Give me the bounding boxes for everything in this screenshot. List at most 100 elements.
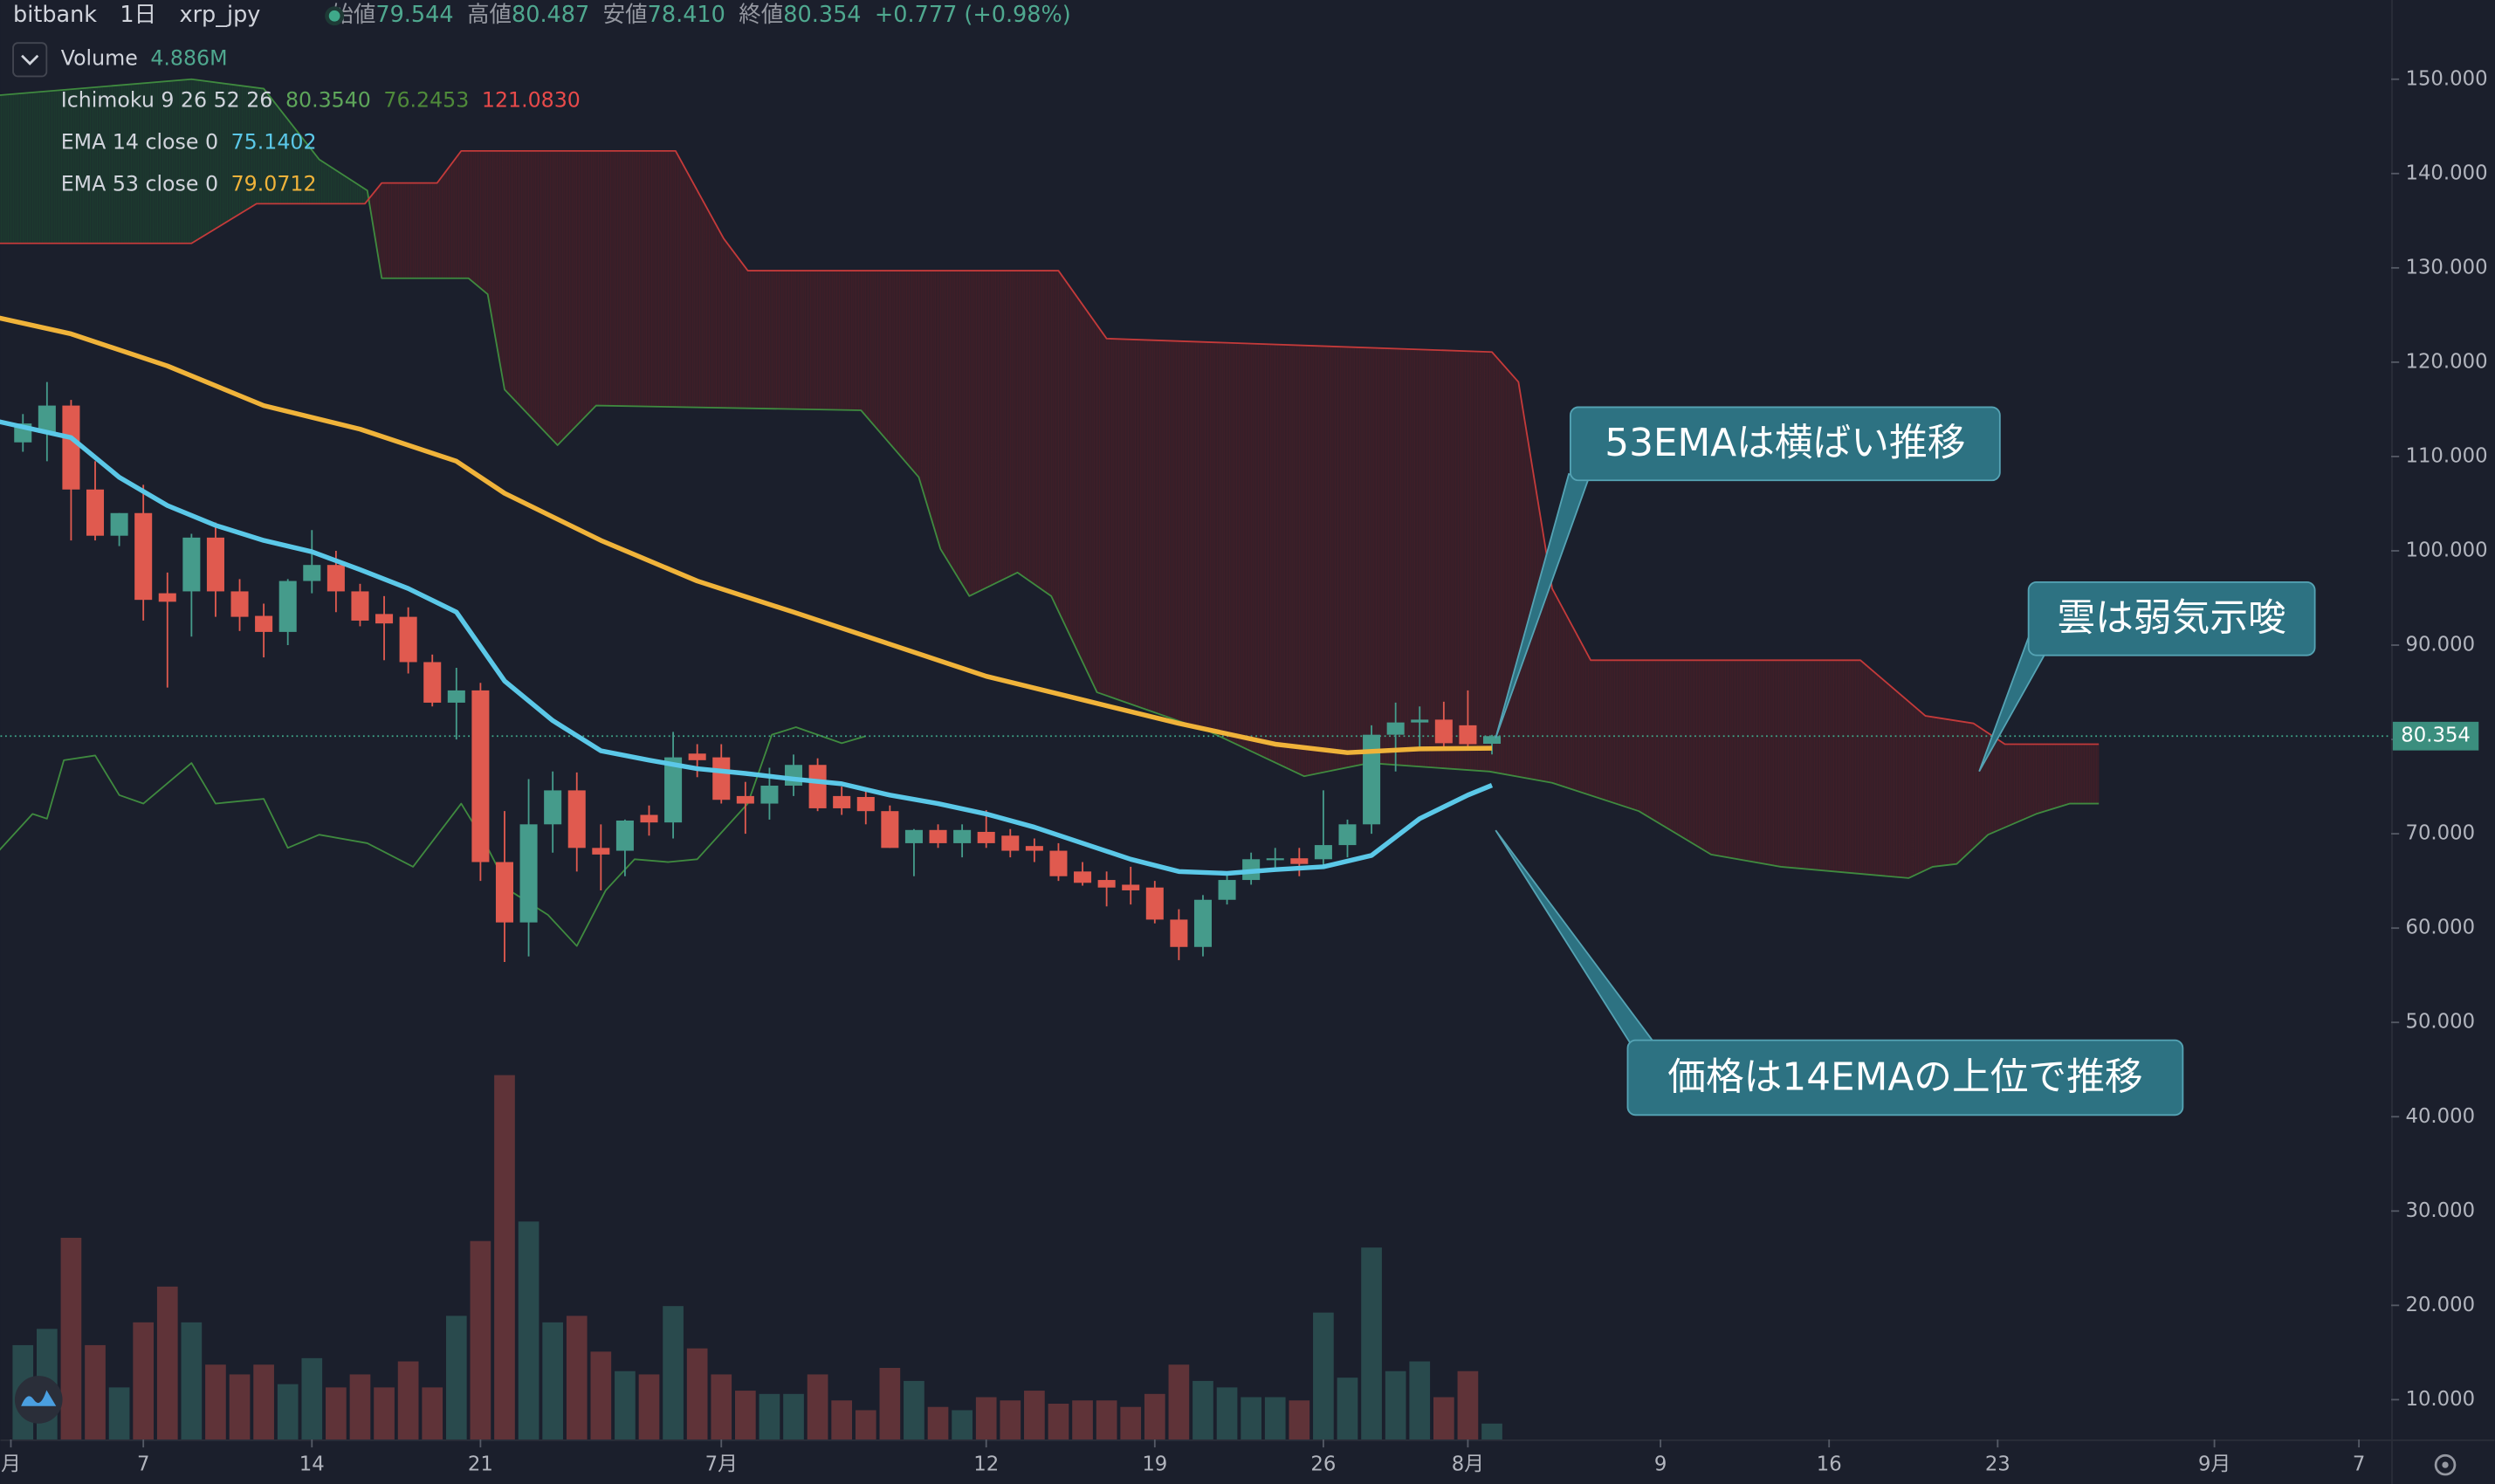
volume-bar xyxy=(1241,1397,1261,1439)
volume-bar xyxy=(1409,1361,1431,1439)
y-tick-label: 10.000 xyxy=(2405,1388,2475,1411)
candle-body xyxy=(1170,919,1188,947)
volume-bar xyxy=(1289,1400,1310,1439)
candle-body xyxy=(929,829,947,843)
candle-body xyxy=(206,537,224,592)
candle-body xyxy=(736,795,754,804)
volume-bar xyxy=(1048,1403,1069,1439)
volume-bar xyxy=(1120,1406,1142,1439)
x-tick-label: 7月 xyxy=(705,1453,738,1476)
volume-bar xyxy=(1337,1378,1358,1439)
legend-value: 4.886M xyxy=(150,45,227,70)
volume-bar xyxy=(1457,1371,1479,1439)
candle-body xyxy=(519,824,538,923)
volume-bar xyxy=(734,1391,756,1439)
legend-row: Ichimoku 9 26 52 26 80.3540 76.2453 121.083… xyxy=(61,87,581,112)
volume-bar xyxy=(1193,1380,1213,1439)
volume-bar xyxy=(85,1344,106,1439)
y-tick-label: 40.000 xyxy=(2405,1105,2475,1128)
candle-body xyxy=(110,512,128,536)
volume-bar xyxy=(422,1387,443,1439)
x-tick-label: 14 xyxy=(299,1453,325,1476)
candle-body xyxy=(592,848,610,855)
x-tick-label: 23 xyxy=(1985,1453,2010,1476)
candle-body xyxy=(904,829,923,843)
volume-bar xyxy=(277,1384,299,1439)
candle-body xyxy=(495,862,513,923)
volume-bar xyxy=(349,1374,371,1439)
volume-bar xyxy=(156,1286,178,1439)
close-label: 終値 xyxy=(739,2,783,28)
volume-bar xyxy=(542,1322,563,1439)
candle-body xyxy=(1193,899,1212,947)
candle-body xyxy=(182,537,201,592)
candle-body xyxy=(1411,719,1429,723)
y-tick-label: 60.000 xyxy=(2405,917,2475,939)
interval: 1日 xyxy=(120,2,156,28)
legend-value: 121.0830 xyxy=(482,87,581,112)
settings-icon-center xyxy=(2442,1461,2449,1468)
candle-body xyxy=(664,757,683,823)
y-tick-label: 100.000 xyxy=(2405,539,2487,561)
volume-bar xyxy=(1433,1397,1454,1439)
candle-body xyxy=(375,614,394,624)
candle-body xyxy=(351,591,369,621)
y-tick-label: 120.000 xyxy=(2405,350,2487,373)
candle-body xyxy=(567,790,586,848)
settings-icon[interactable] xyxy=(2434,1453,2457,1476)
collapse-button[interactable] xyxy=(12,42,48,78)
y-tick-label: 130.000 xyxy=(2405,256,2487,278)
candle-body xyxy=(1001,835,1020,851)
volume-bar xyxy=(783,1393,804,1439)
candle-body xyxy=(1459,725,1477,745)
candle-body xyxy=(881,811,899,848)
logo-icon xyxy=(21,1390,57,1406)
candle-body xyxy=(1122,884,1140,890)
candle-body xyxy=(953,829,972,843)
candle-body xyxy=(471,690,490,862)
candle-body xyxy=(1482,736,1502,744)
volume-bar xyxy=(1481,1423,1502,1439)
candle-body xyxy=(1025,846,1043,851)
volume-bar xyxy=(615,1371,636,1439)
x-tick-label: 9月 xyxy=(2198,1453,2230,1476)
senkou-b-line xyxy=(0,149,2100,745)
volume-bar xyxy=(1216,1387,1238,1439)
candle-body xyxy=(1338,824,1357,846)
candle-body xyxy=(326,565,345,592)
candle-body xyxy=(399,616,417,663)
plot-area xyxy=(0,78,2392,1439)
y-tick-label: 30.000 xyxy=(2405,1199,2475,1222)
volume-bar xyxy=(494,1075,515,1439)
volume-bar xyxy=(1264,1397,1286,1439)
x-tick-label: 21 xyxy=(468,1453,493,1476)
candle-body xyxy=(784,765,803,787)
volume-bar xyxy=(229,1374,251,1439)
volume-bar xyxy=(1024,1391,1045,1439)
volume-bar xyxy=(1361,1247,1382,1439)
y-tick-label: 90.000 xyxy=(2405,634,2475,656)
volume-bar xyxy=(205,1364,226,1439)
volume-bar xyxy=(807,1374,828,1439)
volume-bar xyxy=(879,1367,901,1439)
y-tick-label: 140.000 xyxy=(2405,161,2487,184)
volume-bar xyxy=(831,1400,853,1439)
legend-value: 80.3540 xyxy=(285,87,371,112)
volume-bar xyxy=(326,1387,347,1439)
low-value: 78.410 xyxy=(648,2,725,28)
volume-bar xyxy=(397,1361,419,1439)
volume-bar xyxy=(1000,1400,1021,1439)
legend-value: 75.1402 xyxy=(231,129,317,154)
candle-body xyxy=(615,820,634,851)
x-tick-label: 26 xyxy=(1310,1453,1336,1476)
change: +0.777 (+0.98%) xyxy=(875,2,1071,28)
volume-bar xyxy=(374,1387,395,1439)
candle-body xyxy=(255,615,273,632)
volume-bar xyxy=(133,1322,155,1439)
candle-body xyxy=(1097,880,1116,888)
volume-bar xyxy=(1168,1364,1190,1439)
exchange: bitbank xyxy=(13,2,97,28)
x-tick-label: 8月 xyxy=(1452,1453,1484,1476)
volume-bar xyxy=(590,1351,612,1439)
